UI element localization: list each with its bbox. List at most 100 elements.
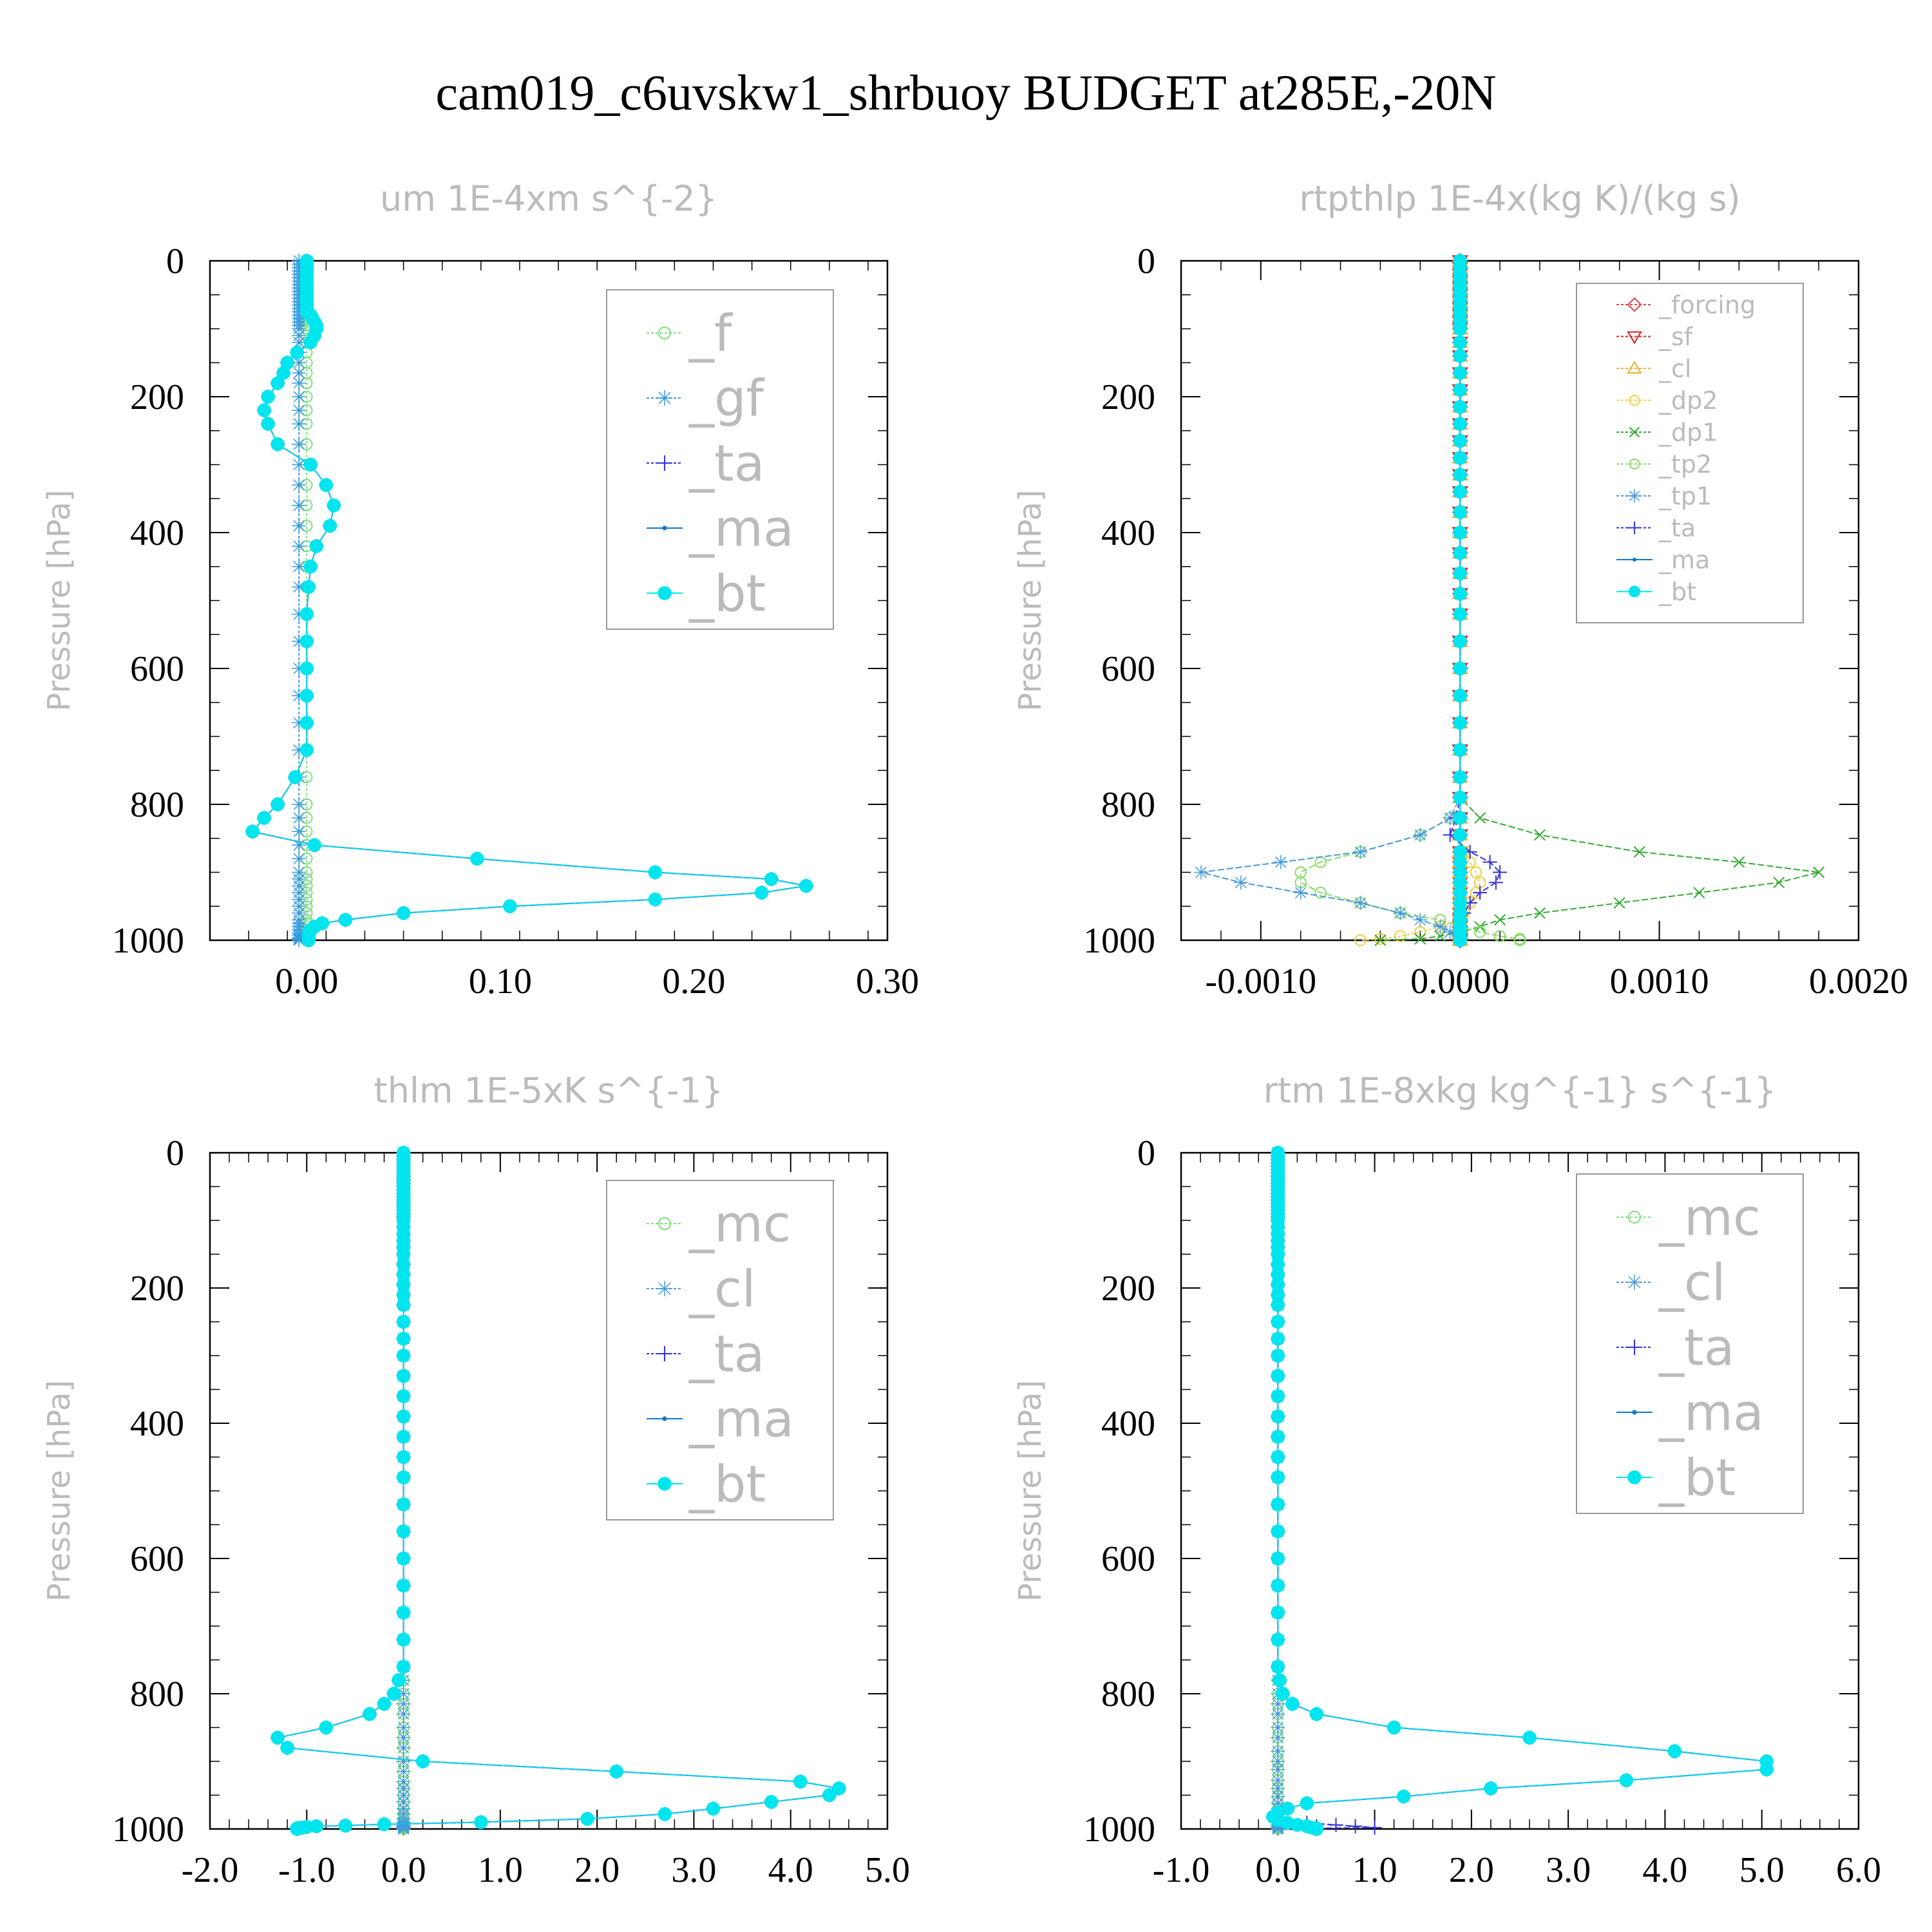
y-tick-label: 1000 — [1083, 1810, 1155, 1850]
data-point — [270, 1730, 285, 1745]
data-point — [396, 1707, 411, 1721]
y-tick-label: 1000 — [112, 921, 184, 961]
data-point — [1453, 417, 1467, 431]
legend-marker — [1627, 1470, 1642, 1484]
legend-box — [606, 1180, 834, 1520]
data-point — [1613, 897, 1625, 909]
data-point — [1493, 865, 1508, 880]
legend-label: _gf — [688, 370, 765, 428]
data-point — [396, 1578, 411, 1593]
data-point — [1271, 1762, 1285, 1777]
data-point — [396, 1696, 411, 1711]
data-point — [1619, 1773, 1634, 1788]
x-tick-label: 2.0 — [1449, 1850, 1494, 1890]
data-point — [1453, 770, 1467, 784]
chart-panel-2: rtpthlp 1E-4x(kg K)/(kg s) Pressure [hPa]… — [1012, 178, 1908, 1001]
data-point — [261, 390, 275, 404]
data-point — [292, 335, 307, 350]
data-point — [363, 1707, 377, 1721]
data-point — [292, 457, 307, 472]
data-point — [327, 498, 341, 513]
data-point — [292, 355, 307, 370]
legend-label: _mc — [1658, 1189, 1761, 1247]
y-tick-label: 400 — [130, 513, 184, 553]
data-point — [396, 1349, 411, 1363]
data-point — [396, 1660, 411, 1674]
data-point — [292, 518, 307, 533]
data-point — [396, 1314, 411, 1329]
data-point — [754, 886, 769, 900]
chart-panel-1: um 1E-4xm s^{-2} Pressure [hPa] 0 200 400 600… — [41, 178, 919, 1001]
data-point — [1271, 1332, 1285, 1346]
legend-box — [606, 289, 834, 630]
figure-title: cam019_c6uvskw1_shrbuoy BUDGET at285E,-2… — [435, 64, 1496, 120]
panel-title: um 1E-4xm s^{-2} — [380, 178, 717, 219]
data-point — [299, 743, 314, 757]
data-point — [396, 1730, 411, 1745]
data-point — [299, 607, 314, 621]
data-point — [648, 893, 663, 907]
data-point — [1353, 844, 1368, 859]
data-point — [1533, 907, 1546, 919]
data-point — [299, 715, 314, 730]
x-tick-label: 0.00 — [275, 961, 338, 1001]
legend-marker — [1628, 1211, 1641, 1224]
data-point — [1494, 914, 1506, 926]
legend-marker — [657, 390, 672, 406]
x-tick-label: -1.0 — [278, 1850, 336, 1890]
legend-label: _bt — [1658, 578, 1696, 606]
legend-marker — [662, 526, 667, 531]
data-point — [1396, 1789, 1411, 1804]
y-axis-label: Pressure [hPa] — [1012, 1380, 1048, 1602]
data-point — [1453, 607, 1467, 621]
legend-marker — [1627, 1274, 1642, 1290]
y-tick-label: 600 — [1101, 1539, 1155, 1579]
data-point — [764, 872, 779, 886]
data-point — [799, 878, 813, 893]
data-point — [261, 417, 275, 431]
data-point — [1271, 1822, 1285, 1836]
data-point — [292, 634, 307, 649]
data-point — [1453, 566, 1467, 580]
data-point — [292, 390, 307, 404]
data-point — [1453, 335, 1467, 350]
data-point — [396, 1409, 411, 1424]
y-tick-label: 200 — [130, 377, 184, 417]
chart-panel-3: thlm 1E-5xK s^{-1} Pressure [hPa] 0 200 400 6… — [41, 1070, 910, 1890]
y-tick-label: 600 — [130, 1539, 184, 1579]
legend-marker — [1628, 489, 1641, 502]
legend-marker — [657, 455, 672, 471]
data-point — [292, 824, 307, 839]
data-point — [658, 1807, 672, 1821]
data-point — [299, 688, 314, 703]
data-point — [1374, 934, 1387, 946]
data-point — [292, 797, 307, 811]
data-point — [299, 661, 314, 676]
x-tick-label: 2.0 — [574, 1850, 620, 1890]
data-point — [1271, 1781, 1285, 1795]
legend-label: _dp1 — [1658, 418, 1718, 446]
data-point — [1309, 1822, 1324, 1836]
data-point — [1367, 1820, 1382, 1835]
data-point — [319, 1720, 334, 1735]
data-point — [580, 1812, 594, 1826]
data-point — [1693, 887, 1705, 899]
data-point — [474, 1815, 488, 1830]
series-line-tp1 — [1200, 261, 1461, 940]
data-point — [323, 518, 337, 533]
data-point — [301, 933, 316, 947]
data-point — [1300, 1796, 1314, 1810]
legend-label: _ta — [1658, 1319, 1734, 1377]
data-point — [396, 1822, 411, 1836]
data-point — [299, 634, 314, 649]
data-point — [1667, 1744, 1682, 1758]
y-tick-label: 200 — [130, 1269, 184, 1309]
panel-title: rtpthlp 1E-4x(kg K)/(kg s) — [1299, 178, 1740, 219]
data-point — [1453, 743, 1467, 757]
data-point — [1273, 1673, 1287, 1687]
data-point — [396, 1687, 411, 1701]
data-point — [257, 811, 271, 825]
data-point — [290, 1822, 304, 1836]
y-tick-label: 1000 — [1083, 921, 1155, 961]
data-point — [309, 539, 324, 553]
